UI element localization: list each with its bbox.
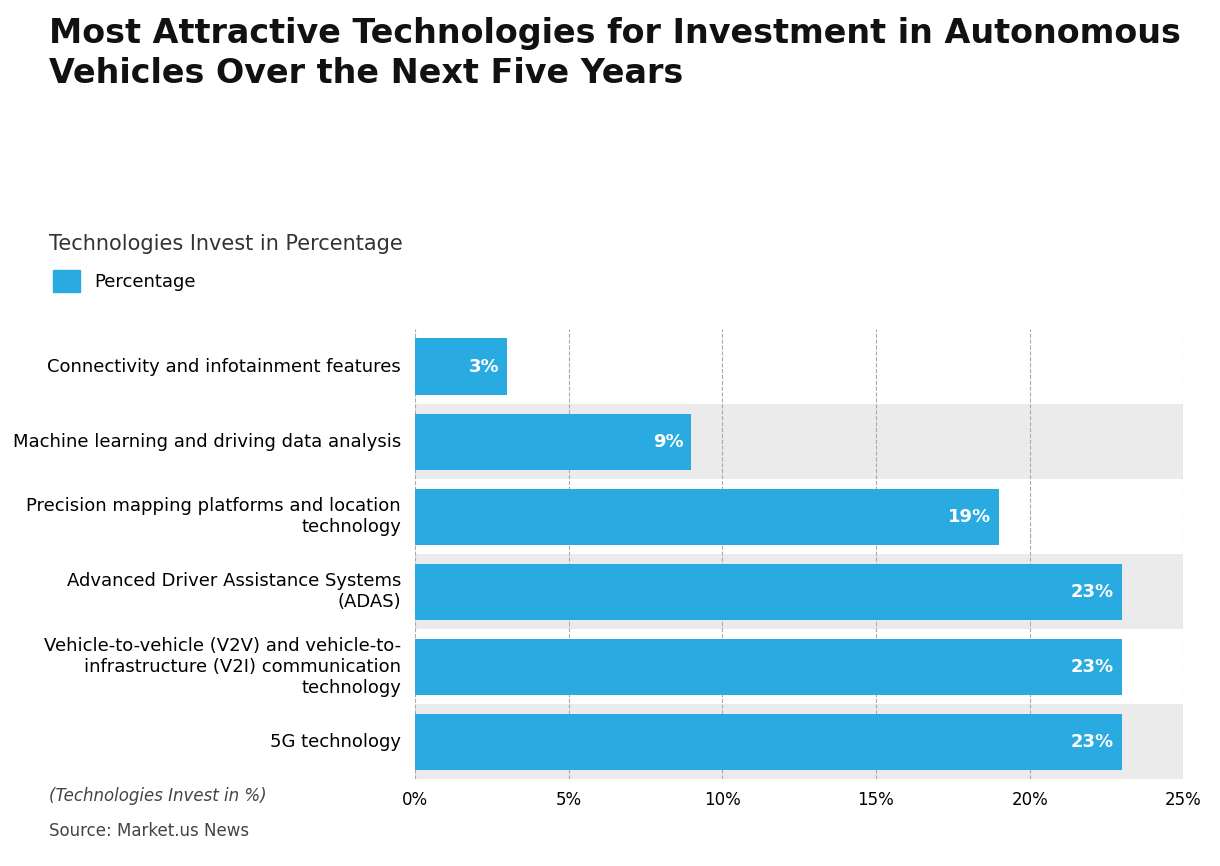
Bar xyxy=(415,630,1183,704)
Text: 23%: 23% xyxy=(1071,733,1114,751)
Text: (Technologies Invest in %): (Technologies Invest in %) xyxy=(49,787,266,805)
Bar xyxy=(415,554,1183,630)
Legend: Percentage: Percentage xyxy=(45,263,203,300)
Bar xyxy=(415,639,1122,695)
Text: 23%: 23% xyxy=(1071,658,1114,675)
Bar xyxy=(415,714,1122,770)
Text: 23%: 23% xyxy=(1071,583,1114,601)
Bar xyxy=(415,488,999,545)
Bar xyxy=(415,564,1122,620)
Text: 19%: 19% xyxy=(948,507,991,526)
Bar xyxy=(415,479,1183,554)
Bar xyxy=(415,414,692,469)
Text: 9%: 9% xyxy=(653,433,683,450)
Bar xyxy=(415,704,1183,779)
Bar xyxy=(415,329,1183,404)
Bar xyxy=(415,339,508,395)
Text: Most Attractive Technologies for Investment in Autonomous
Vehicles Over the Next: Most Attractive Technologies for Investm… xyxy=(49,17,1181,90)
Text: 3%: 3% xyxy=(468,358,499,376)
Bar xyxy=(415,404,1183,479)
Text: Source: Market.us News: Source: Market.us News xyxy=(49,822,249,840)
Text: Technologies Invest in Percentage: Technologies Invest in Percentage xyxy=(49,234,403,254)
